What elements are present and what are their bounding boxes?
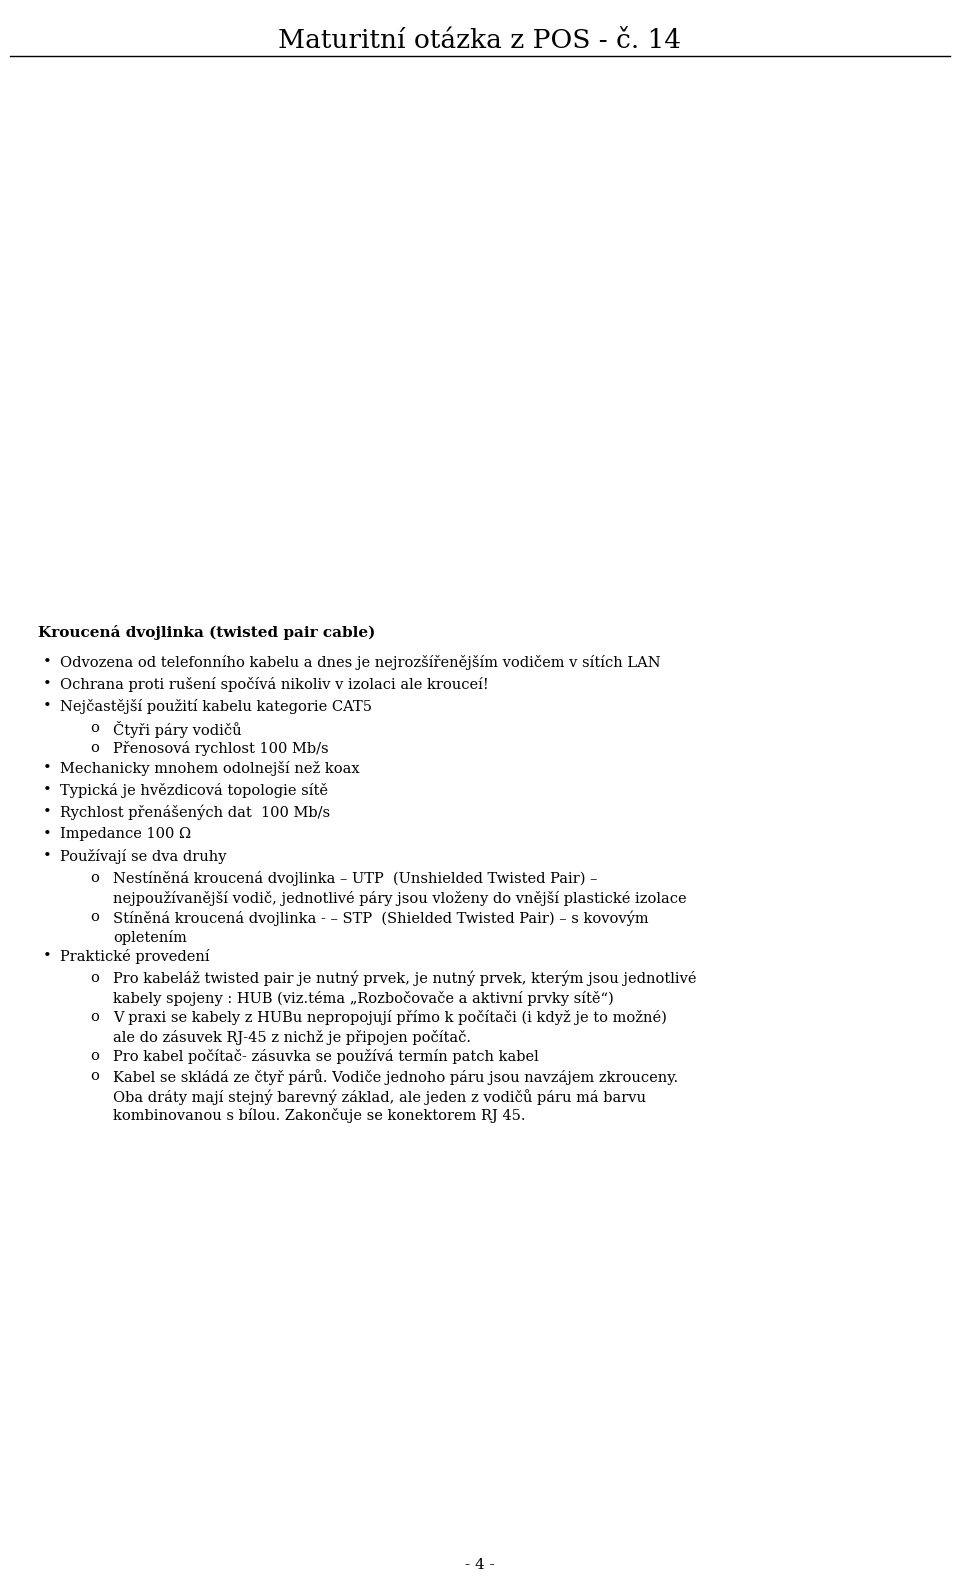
Text: o: o: [90, 872, 99, 884]
Text: o: o: [90, 1068, 99, 1083]
Text: Přenosová rychlost 100 Mb/s: Přenosová rychlost 100 Mb/s: [113, 742, 328, 756]
Text: Mechanicky mnohem odolnejší než koax: Mechanicky mnohem odolnejší než koax: [60, 761, 360, 777]
Text: Kabel se skládá ze čtyř párů. Vodiče jednoho páru jsou navzájem zkrouceny.: Kabel se skládá ze čtyř párů. Vodiče jed…: [113, 1068, 678, 1084]
Text: Praktické provedení: Praktické provedení: [60, 949, 209, 964]
Text: o: o: [90, 1010, 99, 1024]
Text: •: •: [43, 699, 52, 713]
Text: •: •: [43, 805, 52, 819]
Text: o: o: [90, 1049, 99, 1064]
Text: o: o: [90, 910, 99, 924]
Text: Pro kabel počítač- zásuvka se používá termín patch kabel: Pro kabel počítač- zásuvka se používá te…: [113, 1049, 539, 1064]
Text: Typická je hvězdicová topologie sítě: Typická je hvězdicová topologie sítě: [60, 783, 328, 797]
Text: •: •: [43, 783, 52, 797]
Text: Rychlost přenášených dat  100 Mb/s: Rychlost přenášených dat 100 Mb/s: [60, 805, 330, 821]
Text: Ochrana proti rušení spočívá nikoliv v izolaci ale krouceí!: Ochrana proti rušení spočívá nikoliv v i…: [60, 677, 489, 693]
Text: Oba dráty mají stejný barevný základ, ale jeden z vodičů páru má barvu: Oba dráty mají stejný barevný základ, al…: [113, 1089, 646, 1105]
Text: o: o: [90, 721, 99, 735]
Text: •: •: [43, 850, 52, 862]
Text: Nejčastější použití kabelu kategorie CAT5: Nejčastější použití kabelu kategorie CAT…: [60, 699, 372, 713]
Text: - 4 -: - 4 -: [466, 1558, 494, 1572]
Text: V praxi se kabely z HUBu nepropojují přímo k počítači (i když je to možné): V praxi se kabely z HUBu nepropojují pří…: [113, 1010, 667, 1025]
Text: Čtyři páry vodičů: Čtyři páry vodičů: [113, 721, 242, 739]
Text: opletením: opletením: [113, 930, 187, 945]
Text: •: •: [43, 655, 52, 669]
Text: kombinovanou s bílou. Zakončuje se konektorem RJ 45.: kombinovanou s bílou. Zakončuje se konek…: [113, 1108, 525, 1124]
Bar: [10, 65, 950, 610]
Text: •: •: [43, 949, 52, 964]
Text: nejpoužívanější vodič, jednotlivé páry jsou vloženy do vnější plastické izolace: nejpoužívanější vodič, jednotlivé páry j…: [113, 891, 686, 907]
Text: Pro kabeláž twisted pair je nutný prvek, je nutný prvek, kterým jsou jednotlivé: Pro kabeláž twisted pair je nutný prvek,…: [113, 972, 697, 986]
Text: Odvozena od telefonního kabelu a dnes je nejrozšířenějším vodičem v sítích LAN: Odvozena od telefonního kabelu a dnes je…: [60, 655, 660, 670]
Text: Impedance 100 Ω: Impedance 100 Ω: [60, 827, 191, 842]
Text: •: •: [43, 677, 52, 691]
Text: o: o: [90, 742, 99, 754]
Text: Stíněná kroucená dvojlinka - – STP  (Shielded Twisted Pair) – s kovovým: Stíněná kroucená dvojlinka - – STP (Shie…: [113, 910, 649, 926]
Text: Používají se dva druhy: Používají se dva druhy: [60, 850, 227, 864]
Text: •: •: [43, 761, 52, 775]
Text: o: o: [90, 972, 99, 984]
Text: Nestíněná kroucená dvojlinka – UTP  (Unshielded Twisted Pair) –: Nestíněná kroucená dvojlinka – UTP (Unsh…: [113, 872, 597, 886]
Text: •: •: [43, 827, 52, 842]
Text: Maturitní otázka z POS - č. 14: Maturitní otázka z POS - č. 14: [278, 29, 682, 52]
Text: Kroucená dvojlinka (twisted pair cable): Kroucená dvojlinka (twisted pair cable): [38, 624, 375, 640]
Text: kabely spojeny : HUB (viz.téma „Rozbočovače a aktivní prvky sítě“): kabely spojeny : HUB (viz.téma „Rozbočov…: [113, 991, 613, 1006]
Text: ale do zásuvek RJ-45 z nichž je připojen počítač.: ale do zásuvek RJ-45 z nichž je připojen…: [113, 1030, 471, 1045]
